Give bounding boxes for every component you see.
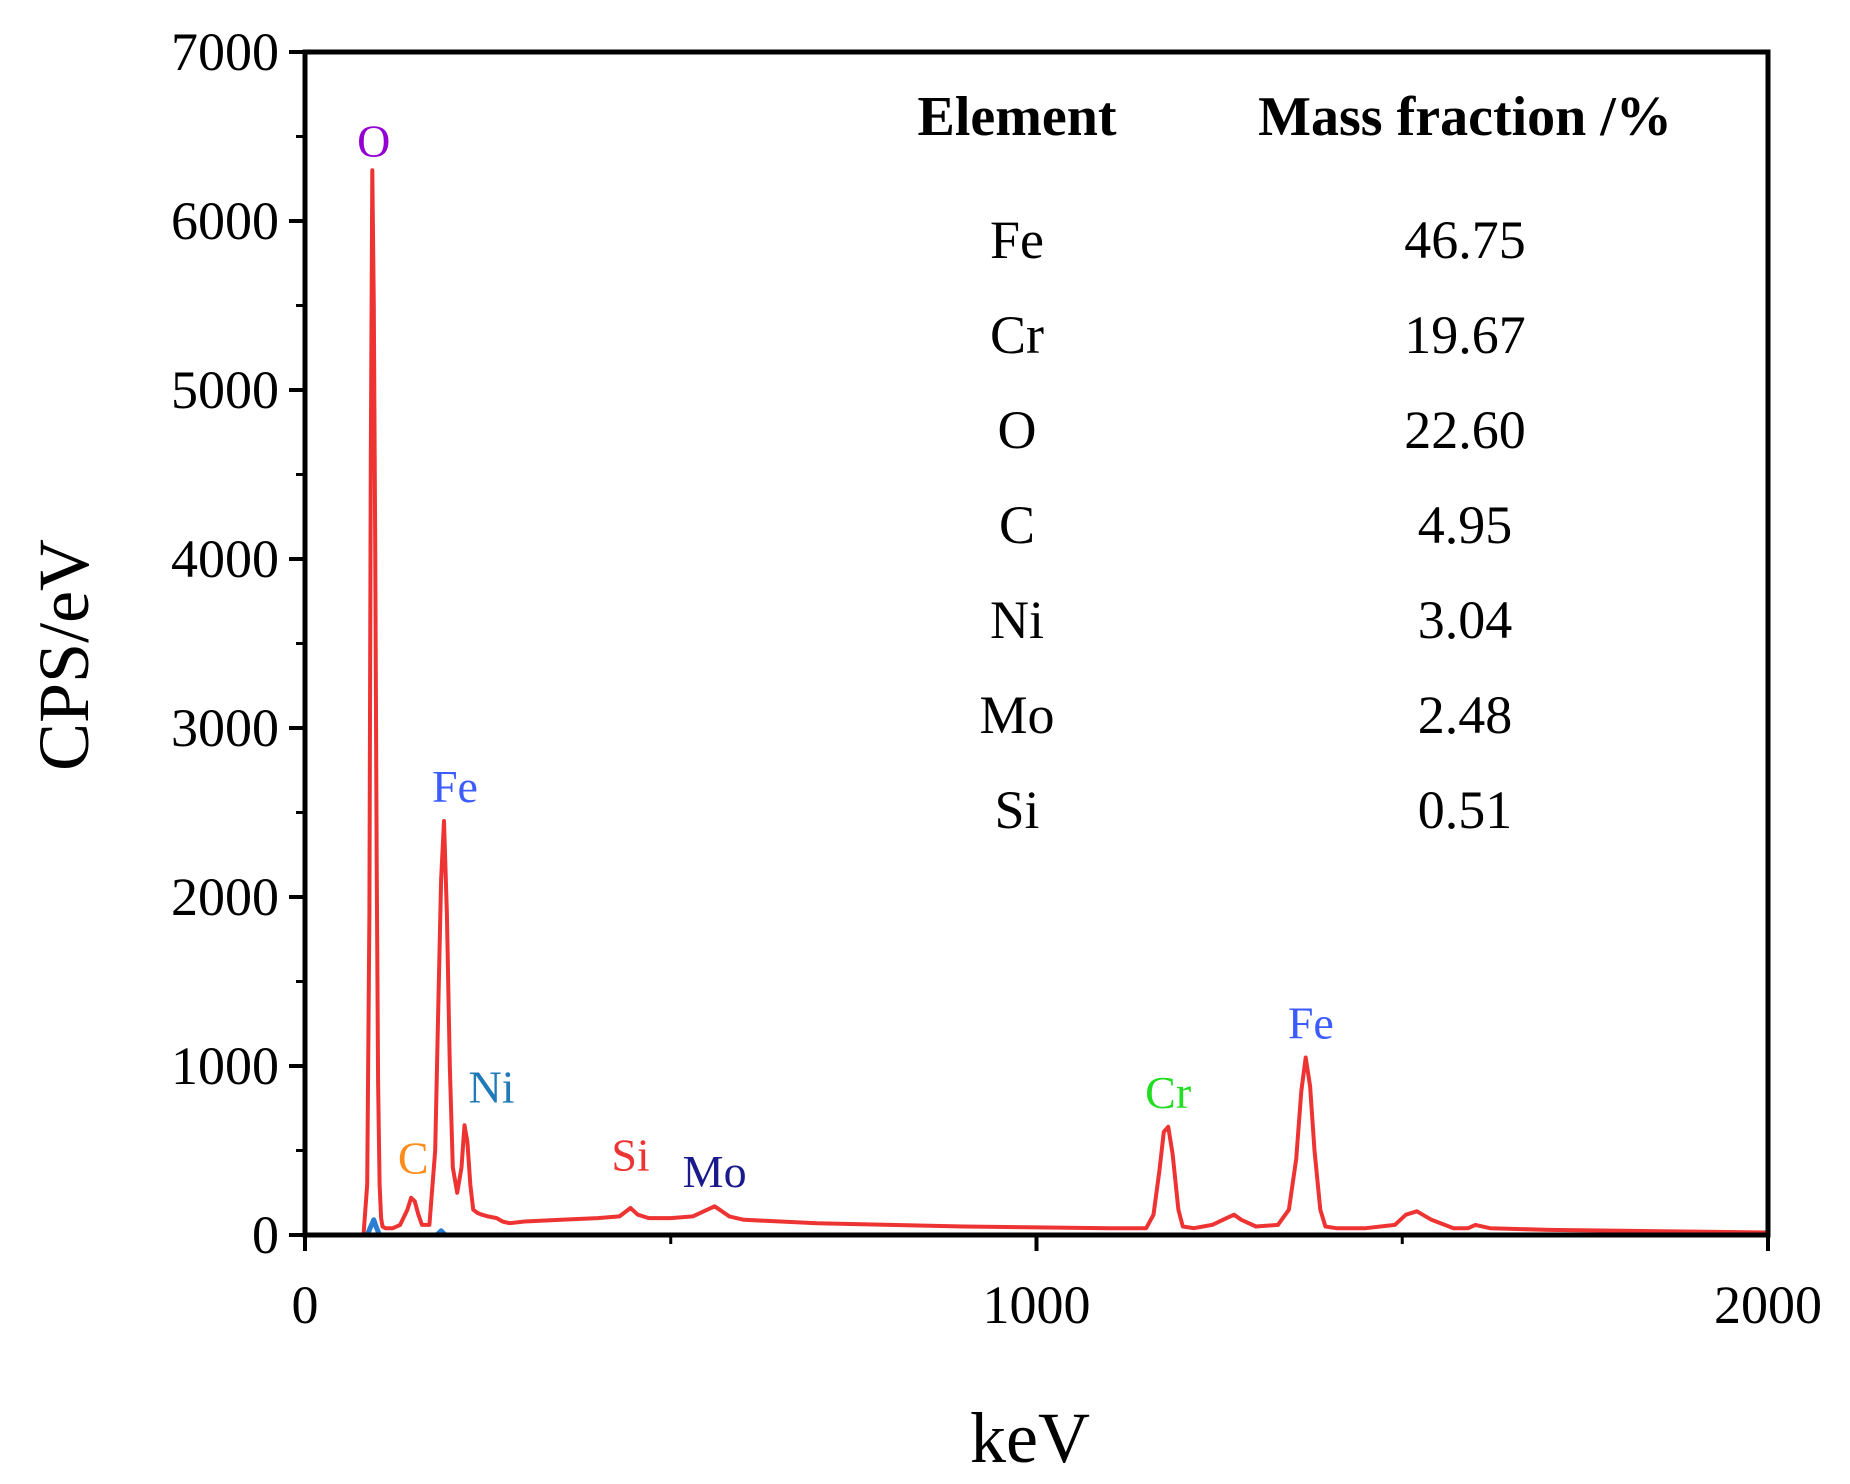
x-tick-label: 2000 xyxy=(1714,1275,1822,1335)
y-tick-label: 0 xyxy=(252,1205,279,1265)
x-axis-title: keV xyxy=(970,1398,1090,1478)
peak-labels-layer: O Fe C Ni Si Mo Cr Fe xyxy=(357,115,1334,1197)
y-tick-label: 2000 xyxy=(171,867,279,927)
y-tick-label: 3000 xyxy=(171,698,279,758)
table-element-cell: C xyxy=(999,495,1035,555)
peak-label-fe: Fe xyxy=(1288,997,1334,1048)
y-tick-label: 7000 xyxy=(171,22,279,82)
y-tick-label: 1000 xyxy=(171,1036,279,1096)
y-tick-label: 5000 xyxy=(171,360,279,420)
table-element-cell: Mo xyxy=(979,685,1054,745)
composition-table: Element Mass fraction /% Fe 46.75 Cr 19.67 O 22… xyxy=(917,86,1671,840)
axes-layer: 0 1000 2000 3000 4000 5000 6000 7000 0 1000 2000 xyxy=(171,22,1822,1335)
table-fraction-cell: 46.75 xyxy=(1404,210,1526,270)
table-fraction-cell: 3.04 xyxy=(1418,590,1513,650)
y-axis-title: CPS/eV xyxy=(24,539,104,771)
peak-label-fe: Fe xyxy=(432,761,478,812)
y-tick-label: 6000 xyxy=(171,191,279,251)
peak-label-mo: Mo xyxy=(683,1146,747,1197)
peak-label-cr: Cr xyxy=(1145,1067,1191,1118)
table-header-0: Element xyxy=(917,86,1116,148)
peak-label-ni: Ni xyxy=(469,1062,515,1113)
peak-label-c: C xyxy=(398,1133,429,1184)
table-element-cell: O xyxy=(998,400,1037,460)
table-element-cell: Fe xyxy=(990,210,1044,270)
table-element-cell: Si xyxy=(994,780,1039,840)
peak-label-si: Si xyxy=(611,1129,649,1180)
y-tick-label: 4000 xyxy=(171,529,279,589)
table-header-1: Mass fraction /% xyxy=(1258,86,1672,148)
table-fraction-cell: 0.51 xyxy=(1418,780,1513,840)
table-fraction-cell: 22.60 xyxy=(1404,400,1526,460)
table-fraction-cell: 2.48 xyxy=(1418,685,1513,745)
series-line-spectrum xyxy=(305,168,1769,1237)
table-element-cell: Cr xyxy=(990,305,1044,365)
x-tick-label: 0 xyxy=(292,1275,319,1335)
peak-label-o: O xyxy=(357,115,390,166)
table-fraction-cell: 19.67 xyxy=(1404,305,1526,365)
table-fraction-cell: 4.95 xyxy=(1418,495,1513,555)
x-tick-label: 1000 xyxy=(983,1275,1091,1335)
table-element-cell: Ni xyxy=(990,590,1044,650)
